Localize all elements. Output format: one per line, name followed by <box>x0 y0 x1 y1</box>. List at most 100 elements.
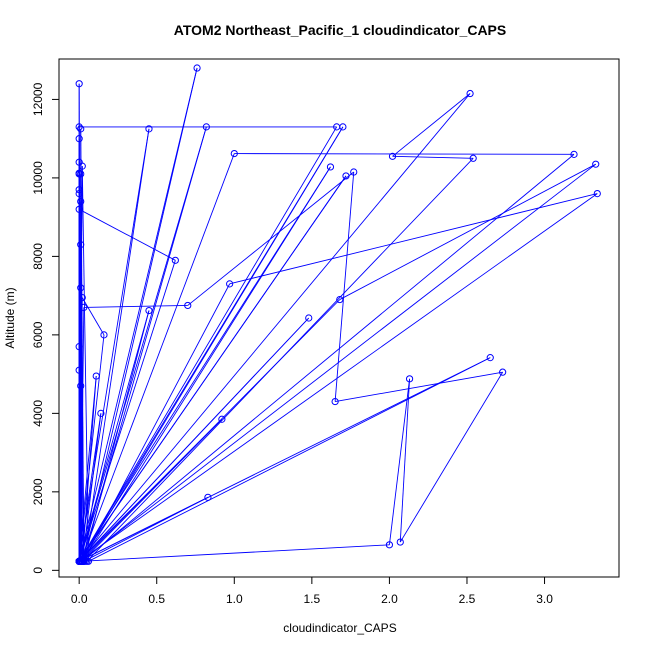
data-point <box>396 538 404 546</box>
data-point <box>100 331 108 339</box>
data-point <box>145 125 153 133</box>
series-line-segment <box>78 208 176 261</box>
x-axis: 0.0 0.5 1.0 1.5 2.0 2.5 3.0 <box>71 576 553 606</box>
series-line-segment <box>81 154 575 562</box>
series-line-segment <box>80 153 235 562</box>
series-line-segment <box>78 260 176 562</box>
data-point <box>385 541 394 549</box>
y-tick-label: 10000 <box>31 161 45 195</box>
series-points <box>75 64 601 565</box>
data-point <box>97 409 105 417</box>
data-point <box>92 372 100 380</box>
series-line-segment <box>81 376 97 562</box>
y-tick-label: 2000 <box>31 478 45 505</box>
y-tick-label: 12000 <box>31 82 45 116</box>
data-point <box>486 354 494 362</box>
series-line-segment <box>83 283 231 560</box>
x-tick-label: 3.0 <box>536 592 553 606</box>
data-point <box>75 366 83 374</box>
series-line-segment <box>334 171 355 402</box>
data-point <box>184 301 192 310</box>
x-tick-label: 2.5 <box>459 592 476 606</box>
data-point <box>204 493 212 501</box>
data-point <box>78 293 86 302</box>
data-point <box>405 375 414 383</box>
series-line-segment <box>388 378 411 545</box>
data-point <box>77 382 85 390</box>
series-line-segment <box>81 297 105 336</box>
data-point <box>80 303 88 312</box>
data-point <box>342 172 350 180</box>
series-line-segment <box>78 310 150 562</box>
series-line-segment <box>335 371 503 403</box>
data-point <box>466 89 474 98</box>
series-line-segment <box>80 299 341 562</box>
data-point <box>75 205 83 213</box>
data-point <box>171 256 179 264</box>
data-point <box>336 295 344 304</box>
series-line-segment <box>88 357 491 562</box>
series-line-segment <box>78 126 207 562</box>
series-line-segment <box>78 413 102 562</box>
series-line-segment <box>392 155 474 159</box>
data-point <box>77 197 85 206</box>
series-line-segment <box>78 67 198 562</box>
series-line-segment <box>392 93 471 157</box>
data-point <box>226 280 234 288</box>
data-point <box>339 123 347 131</box>
data-point <box>202 123 210 131</box>
data-point <box>75 80 83 88</box>
series-line-segment <box>81 413 102 562</box>
data-point <box>75 186 83 194</box>
data-point <box>77 557 85 565</box>
series-lines <box>78 67 598 562</box>
series-line-segment <box>78 193 598 562</box>
data-point <box>77 284 85 292</box>
data-point <box>592 160 600 168</box>
data-point <box>77 241 85 249</box>
series-line-segment <box>80 544 390 562</box>
series-line-segment <box>78 128 150 562</box>
series-line-segment <box>78 334 105 562</box>
chart-title: ATOM2 Northeast_Pacific_1 cloudindicator… <box>174 22 506 38</box>
series-line-segment <box>78 175 347 562</box>
series-line-segment <box>80 163 597 562</box>
series-line-segment <box>83 128 150 562</box>
data-point <box>75 190 83 198</box>
data-point <box>145 306 153 315</box>
series-line-segment <box>80 126 344 562</box>
data-point <box>388 152 397 160</box>
y-tick-label: 4000 <box>31 400 45 427</box>
series-line-segment <box>229 193 598 285</box>
series-line-segment <box>399 378 411 543</box>
series-line-segment <box>78 93 471 562</box>
series-line-segment <box>83 304 188 308</box>
data-point <box>570 150 578 158</box>
y-axis-label: Altitude (m) <box>3 287 17 348</box>
series-line-segment <box>78 357 491 562</box>
series-line-segment <box>78 376 97 562</box>
data-point <box>77 125 85 133</box>
data-point <box>326 163 335 171</box>
data-point <box>350 168 358 176</box>
data-point <box>78 162 86 170</box>
series-line-segment <box>234 153 575 155</box>
y-tick-label: 0 <box>31 567 45 574</box>
series-line-segment <box>78 126 338 562</box>
series-line-segment <box>81 126 207 562</box>
series-line-segment <box>83 310 150 562</box>
data-point <box>75 343 83 351</box>
data-point <box>193 64 201 72</box>
data-point <box>230 149 238 158</box>
data-point <box>75 123 83 131</box>
data-point <box>499 368 507 376</box>
series-line-segment <box>399 371 504 543</box>
series-line-segment <box>78 166 331 562</box>
x-tick-label: 0.5 <box>148 592 165 606</box>
series-line-segment <box>80 307 85 562</box>
series-line-segment <box>187 171 355 306</box>
series-line-segment <box>339 163 596 300</box>
series-line-segment <box>78 166 83 562</box>
data-point <box>331 397 339 406</box>
